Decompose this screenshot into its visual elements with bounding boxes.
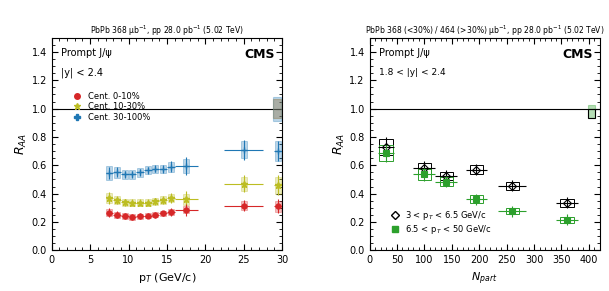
Bar [106, 166, 113, 180]
Bar [152, 212, 158, 217]
Bar [129, 214, 135, 219]
Text: 1.8 < |y| < 2.4: 1.8 < |y| < 2.4 [379, 68, 445, 77]
Bar [122, 198, 128, 206]
Title: PbPb 368 (<30%) / 464 (>30%) μb$^{-1}$, pp 28.0 pb$^{-1}$ (5.02 TeV): PbPb 368 (<30%) / 464 (>30%) μb$^{-1}$, … [365, 24, 605, 38]
Bar [145, 166, 151, 175]
Bar [145, 199, 151, 206]
Bar [167, 162, 174, 172]
Bar [122, 170, 128, 179]
Bar [470, 195, 483, 203]
Text: CMS: CMS [245, 49, 275, 61]
Bar [137, 168, 143, 177]
Bar [379, 146, 393, 161]
Bar [241, 177, 247, 191]
Bar [588, 105, 596, 118]
X-axis label: p$_{T}$ (GeV/c): p$_{T}$ (GeV/c) [138, 271, 196, 285]
X-axis label: $N_{part}$: $N_{part}$ [471, 271, 498, 287]
Bar [418, 169, 431, 180]
Bar [129, 170, 135, 179]
Bar [273, 97, 281, 121]
Text: |y| < 2.4: |y| < 2.4 [61, 68, 103, 78]
Bar [129, 199, 135, 206]
Bar [137, 214, 143, 219]
Bar [122, 213, 128, 219]
Bar [560, 217, 574, 223]
Bar [183, 194, 189, 205]
Bar [273, 100, 281, 118]
Legend: 3 < p$_{T}$ < 6.5 GeV/c, 6.5 < p$_{T}$ < 50 GeV/c: 3 < p$_{T}$ < 6.5 GeV/c, 6.5 < p$_{T}$ <… [383, 206, 496, 240]
Text: CMS: CMS [563, 49, 593, 61]
Bar [470, 165, 483, 174]
Bar [379, 139, 393, 155]
Bar [114, 212, 120, 218]
Bar [160, 196, 166, 203]
Bar [505, 208, 519, 214]
Y-axis label: $R_{AA}$: $R_{AA}$ [13, 133, 29, 155]
Bar [275, 141, 281, 161]
Bar [160, 211, 166, 216]
Bar [440, 172, 453, 180]
Bar [275, 201, 281, 212]
Bar [183, 206, 189, 213]
Bar [560, 199, 574, 207]
Bar [167, 210, 174, 214]
Text: Prompt J/ψ: Prompt J/ψ [61, 49, 111, 58]
Bar [160, 165, 166, 173]
Bar [418, 163, 431, 173]
Bar [241, 201, 247, 210]
Bar [106, 209, 113, 216]
Bar [106, 193, 113, 203]
Bar [241, 141, 247, 158]
Text: Prompt J/ψ: Prompt J/ψ [379, 49, 429, 58]
Bar [183, 159, 189, 173]
Legend: Cent. 0-10%, Cent. 10-30%, Cent. 30-100%: Cent. 0-10%, Cent. 10-30%, Cent. 30-100% [65, 89, 153, 125]
Title: PbPb 368 μb$^{-1}$, pp 28.0 pb$^{-1}$ (5.02 TeV): PbPb 368 μb$^{-1}$, pp 28.0 pb$^{-1}$ (5… [90, 24, 244, 38]
Bar [152, 165, 158, 173]
Bar [588, 109, 596, 118]
Bar [152, 198, 158, 205]
Y-axis label: $R_{AA}$: $R_{AA}$ [331, 133, 347, 155]
Bar [145, 213, 151, 218]
Bar [114, 167, 120, 178]
Bar [275, 177, 281, 194]
Bar [114, 196, 120, 204]
Bar [505, 182, 519, 190]
Bar [137, 199, 143, 206]
Bar [440, 177, 453, 186]
Bar [273, 100, 281, 118]
Bar [167, 194, 174, 202]
